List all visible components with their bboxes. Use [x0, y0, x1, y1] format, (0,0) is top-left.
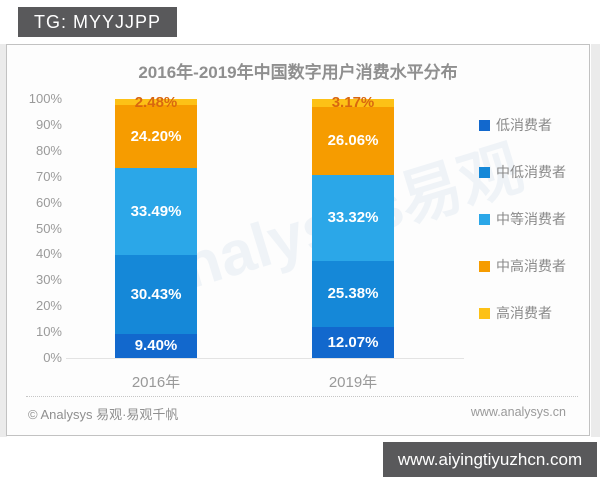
y-tick-label: 10%: [35, 324, 62, 340]
bar-value-label: 33.49%: [130, 202, 182, 220]
bar-segment-中高消费者: 24.20%: [115, 105, 197, 169]
bar-segment-中低消费者: 25.38%: [312, 261, 394, 327]
bar-segment-中等消费者: 33.49%: [115, 168, 197, 255]
y-tick-label: 80%: [35, 142, 62, 158]
x-axis-label-2019年: 2019年: [328, 374, 378, 391]
bar-value-label: 26.06%: [327, 132, 379, 150]
legend: 低消费者中低消费者中等消费者中高消费者高消费者: [479, 117, 566, 353]
legend-label: 中低消费者: [496, 164, 566, 180]
bar-segment-低消费者: 9.40%: [115, 333, 197, 358]
y-tick-label: 30%: [35, 272, 62, 288]
bar-value-label: 9.40%: [134, 337, 178, 355]
watermark-badge-bottom-label: www.aiyingtiyuzhcn.com: [397, 449, 583, 469]
legend-item-中高消费者: 中高消费者: [479, 258, 566, 274]
legend-item-高消费者: 高消费者: [479, 305, 566, 321]
stacked-bar-2019年: 12.07% 25.38% 33.32% 26.06% 3.17%: [312, 94, 394, 358]
bar-value-label: 12.07%: [327, 333, 379, 351]
watermark-badge-bottom: www.aiyingtiyuzhcn.com: [383, 442, 597, 477]
y-tick-label: 0%: [43, 350, 62, 365]
legend-label: 中等消费者: [496, 211, 566, 227]
legend-item-低消费者: 低消费者: [479, 117, 566, 133]
bar-segment-低消费者: 12.07%: [312, 326, 394, 358]
y-tick-label: 40%: [35, 246, 62, 262]
bar-segment-高消费者: 2.48%: [115, 94, 197, 111]
footer-url: www.analysys.cn: [470, 405, 566, 419]
y-tick-label: 50%: [35, 220, 62, 236]
y-tick-label: 100%: [28, 91, 62, 106]
legend-item-中低消费者: 中低消费者: [479, 164, 566, 180]
legend-label: 中高消费者: [496, 258, 566, 274]
legend-swatch-icon: [479, 213, 490, 225]
y-tick-label: 20%: [35, 298, 62, 314]
bar-segment-中高消费者: 26.06%: [312, 107, 394, 175]
bar-value-label: 25.38%: [327, 285, 379, 303]
legend-swatch-icon: [479, 260, 490, 272]
bar-value-label: 33.32%: [327, 209, 379, 227]
bar-segment-高消费者: 3.17%: [312, 94, 394, 111]
bar-segment-中等消费者: 33.32%: [312, 174, 394, 262]
legend-swatch-icon: [479, 119, 490, 131]
bar-value-label: 30.43%: [130, 285, 182, 303]
page-margin-right: [591, 44, 600, 437]
x-axis-baseline: [66, 358, 464, 359]
chart-title: 2016年-2019年中国数字用户消费水平分布: [138, 63, 458, 82]
y-tick-label: 70%: [35, 168, 62, 184]
legend-label: 高消费者: [496, 305, 552, 321]
footer-divider: [26, 396, 578, 397]
y-tick-label: 90%: [35, 116, 62, 132]
bar-segment-中低消费者: 30.43%: [115, 254, 197, 334]
legend-swatch-icon: [479, 166, 490, 178]
bar-value-label: 24.20%: [130, 128, 182, 146]
stacked-bar-2016年: 9.40% 30.43% 33.49% 24.20% 2.48%: [115, 94, 197, 358]
watermark-badge-top: TG: MYYJJPP: [18, 7, 178, 37]
bar-value-label: 2.48%: [134, 94, 178, 112]
x-axis-label-2016年: 2016年: [131, 374, 181, 391]
bar-value-label: 3.17%: [331, 94, 375, 112]
page-margin-left: [0, 44, 7, 437]
legend-item-中等消费者: 中等消费者: [479, 211, 566, 227]
legend-swatch-icon: [479, 307, 490, 319]
watermark-badge-top-label: TG: MYYJJPP: [34, 11, 162, 32]
legend-label: 低消费者: [496, 117, 552, 133]
y-tick-label: 60%: [35, 194, 62, 210]
chart-card: [6, 44, 590, 436]
footer-source: © Analysys 易观·易观千帆: [28, 407, 179, 422]
